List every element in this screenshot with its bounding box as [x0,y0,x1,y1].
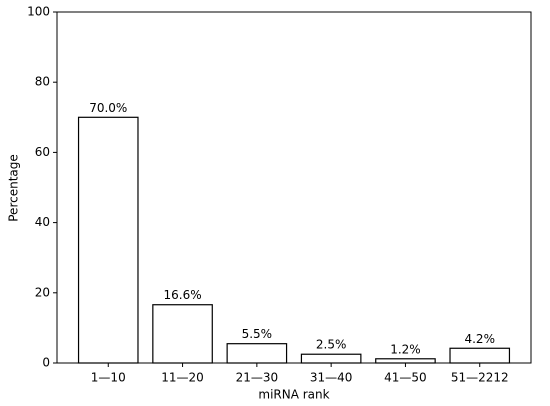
x-tick-label: 11—20 [161,371,204,385]
y-axis-label: Percentage [7,154,21,222]
bar [226,343,288,364]
y-tick-label: 100 [27,5,50,19]
x-tick-label: 51—2212 [451,371,509,385]
y-tick-label: 20 [35,285,50,299]
value-label: 5.5% [242,327,273,341]
x-axis-label: miRNA rank [258,388,329,402]
value-label: 16.6% [163,288,201,302]
bar [77,116,139,364]
y-tick-label: 0 [42,356,50,370]
x-tick-label: 31—40 [310,371,353,385]
y-tick-label: 40 [35,215,50,229]
value-label: 2.5% [316,338,347,352]
bar [300,353,362,364]
value-label: 4.2% [464,332,495,346]
x-tick-label: 1—10 [91,371,126,385]
x-tick-label: 21—30 [236,371,279,385]
y-tick-label: 80 [35,75,50,89]
y-tick-label: 60 [35,145,50,159]
bar [152,304,213,364]
value-label: 1.2% [390,342,421,356]
x-tick-label: 41—50 [384,371,427,385]
plot-frame [56,11,532,364]
value-label: 70.0% [89,101,127,115]
bar [449,347,511,364]
bar [375,358,436,364]
